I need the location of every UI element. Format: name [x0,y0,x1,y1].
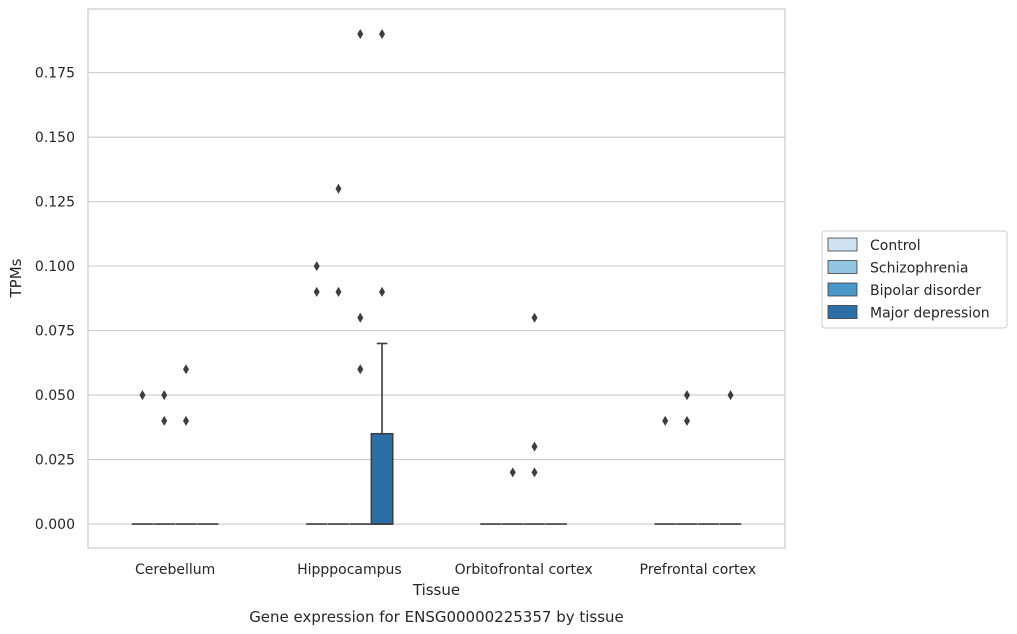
x-axis-label: Tissue [412,581,460,599]
y-tick-label: 0.075 [35,324,75,340]
outlier-point [727,390,734,401]
legend-frame [821,230,1008,329]
outlier-point [531,312,538,323]
box-schizophrenia [676,390,698,525]
outlier-point [313,286,320,297]
legend-swatch [827,282,858,297]
y-tick-label: 0.125 [35,195,75,211]
outlier-point [509,467,516,478]
box-schizophrenia [153,390,175,525]
y-tick-label: 0.150 [35,130,75,146]
outlier-point [379,29,386,40]
outlier-point [683,390,690,401]
chart-title: Gene expression for ENSG00000225357 by t… [249,608,624,626]
legend-swatch [827,260,858,274]
box-bipolar-disorder [175,364,197,525]
y-axis-ticks: 0.000 0.025 0.050 0.075 0.100 0.125 0.150 0.175 [35,66,75,533]
box-schizophrenia [502,467,524,525]
box-major-depression [370,29,394,525]
legend-label: Schizophrenia [870,261,968,277]
outlier-point [335,286,342,297]
box-control [131,390,154,525]
y-tick-label: 0.050 [35,388,75,404]
box-control [306,261,328,525]
x-axis-ticks: Cerebellum Hipppocampus Orbitofrontal cort… [135,562,756,578]
outlier-point [662,415,669,426]
legend: Control Schizophrenia Bipolar disorder Majo… [821,230,1008,329]
outlier-point [531,441,538,452]
y-tick-label: 0.025 [35,453,75,469]
gridlines [88,72,785,525]
outlier-point [183,415,190,426]
x-tick-label: Hipppocampus [297,562,402,578]
box-plots [131,29,742,525]
y-tick-label: 0.175 [35,66,75,82]
outlier-point [379,286,386,297]
y-tick-label: 0.100 [35,259,75,275]
plot-frame [87,8,786,549]
legend-label: Major depression [870,306,990,322]
box-control [654,415,676,525]
outlier-point [683,415,690,426]
box-major-depression [719,390,742,525]
outlier-point [335,183,342,194]
outlier-point [139,390,146,401]
outlier-point [357,29,364,40]
y-tick-label: 0.000 [35,517,75,533]
outlier-point [357,364,364,375]
outlier-point [161,390,168,401]
outlier-point [161,415,168,426]
legend-label: Control [870,238,921,254]
box-bipolar-disorder [349,29,371,525]
x-tick-label: Orbitofrontal cortex [455,562,593,578]
y-axis-label: TPMs [7,258,25,298]
legend-swatch [827,305,858,319]
plot-background [88,9,785,548]
outlier-point [357,312,364,323]
x-tick-label: Cerebellum [135,562,215,578]
x-tick-label: Prefrontal cortex [640,562,757,578]
outlier-point [531,467,538,478]
outlier-point [313,261,320,272]
box-bipolar-disorder [523,312,546,525]
legend-swatch [827,237,858,252]
box-schizophrenia [327,183,350,525]
legend-label: Bipolar disorder [870,283,981,299]
outlier-point [183,364,190,375]
box [370,432,394,525]
